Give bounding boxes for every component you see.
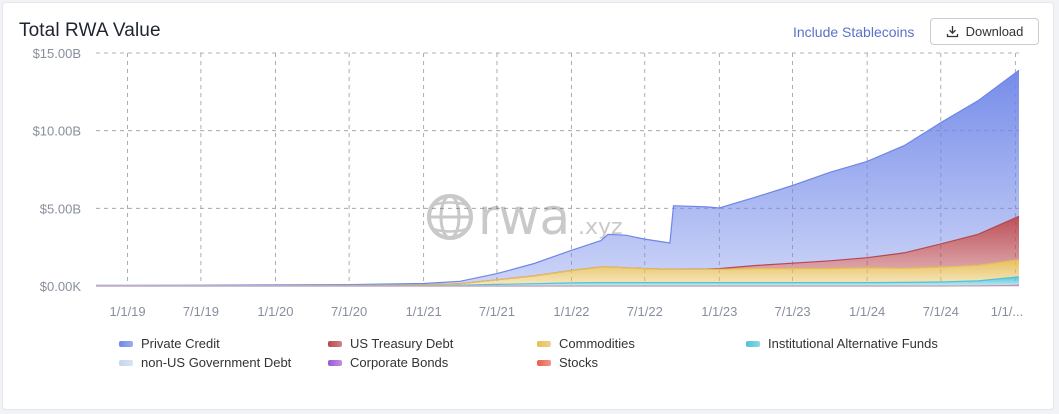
y-tick-label: $5.00B xyxy=(40,201,81,216)
watermark-suffix: .xyz xyxy=(578,215,623,240)
watermark-brand: rwa xyxy=(478,188,570,246)
legend-item-corporate-bonds[interactable]: Corporate Bonds xyxy=(328,355,448,370)
legend-swatch xyxy=(328,340,342,347)
legend-item-private-credit[interactable]: Private Credit xyxy=(119,336,220,351)
legend-item-stocks[interactable]: Stocks xyxy=(537,355,598,370)
legend-label: Corporate Bonds xyxy=(350,355,449,370)
area-institutional-alternative-funds xyxy=(96,276,1019,286)
line-institutional-alternative-funds xyxy=(96,276,1020,287)
y-tick-label: $0.00K xyxy=(40,279,82,294)
x-tick-label: 1/1/... xyxy=(991,304,1024,319)
legend-label: Institutional Alternative Funds xyxy=(768,336,938,351)
legend-label: non-US Government Debt xyxy=(141,355,292,370)
line-private-credit xyxy=(95,69,1020,286)
area-private-credit xyxy=(96,70,1019,286)
legend-label: Commodities xyxy=(559,336,635,351)
legend-swatch xyxy=(119,340,133,347)
x-tick-label: 1/1/24 xyxy=(849,304,885,319)
x-tick-label: 1/1/21 xyxy=(406,304,442,319)
x-tick-label: 7/1/22 xyxy=(627,304,663,319)
legend-swatch xyxy=(537,359,551,366)
x-tick-label: 1/1/23 xyxy=(701,304,737,319)
legend-item-institutional-alternative-funds[interactable]: Institutional Alternative Funds xyxy=(746,336,938,351)
rwa-watermark: rwa .xyz xyxy=(427,188,623,246)
legend-swatch xyxy=(537,340,551,347)
legend-label: Private Credit xyxy=(141,336,220,351)
legend-item-non-us-government-debt[interactable]: non-US Government Debt xyxy=(119,355,291,370)
legend-item-us-treasury-debt[interactable]: US Treasury Debt xyxy=(328,336,453,351)
legend-label: US Treasury Debt xyxy=(350,336,454,351)
x-tick-label: 7/1/23 xyxy=(775,304,811,319)
globe-icon xyxy=(427,194,473,240)
download-label: Download xyxy=(965,24,1024,39)
legend-swatch xyxy=(119,359,133,366)
chart-title: Total RWA Value xyxy=(19,20,161,41)
x-tick-label: 7/1/19 xyxy=(183,304,219,319)
legend-swatch xyxy=(328,359,342,366)
x-tick-label: 1/1/19 xyxy=(110,304,146,319)
legend-label: Stocks xyxy=(559,355,599,370)
legend-swatch xyxy=(746,340,760,347)
x-tick-label: 1/1/22 xyxy=(553,304,589,319)
area-series xyxy=(95,69,1020,287)
x-tick-label: 1/1/20 xyxy=(257,304,293,319)
download-button[interactable]: Download xyxy=(930,18,1039,45)
x-tick-label: 7/1/24 xyxy=(923,304,959,319)
include-stablecoins-toggle[interactable]: Include Stablecoins xyxy=(793,24,915,40)
x-tick-label: 7/1/21 xyxy=(479,304,515,319)
axes: $0.00K $5.00B $10.00B $15.00B 1/1/19 7/1/19 1/… xyxy=(33,46,1024,319)
download-icon xyxy=(946,26,958,38)
y-tick-label: $15.00B xyxy=(33,46,81,61)
legend-item-commodities[interactable]: Commodities xyxy=(537,336,635,351)
y-tick-label: $10.00B xyxy=(33,124,81,139)
line-commodities xyxy=(96,259,1020,287)
x-tick-label: 7/1/20 xyxy=(331,304,367,319)
